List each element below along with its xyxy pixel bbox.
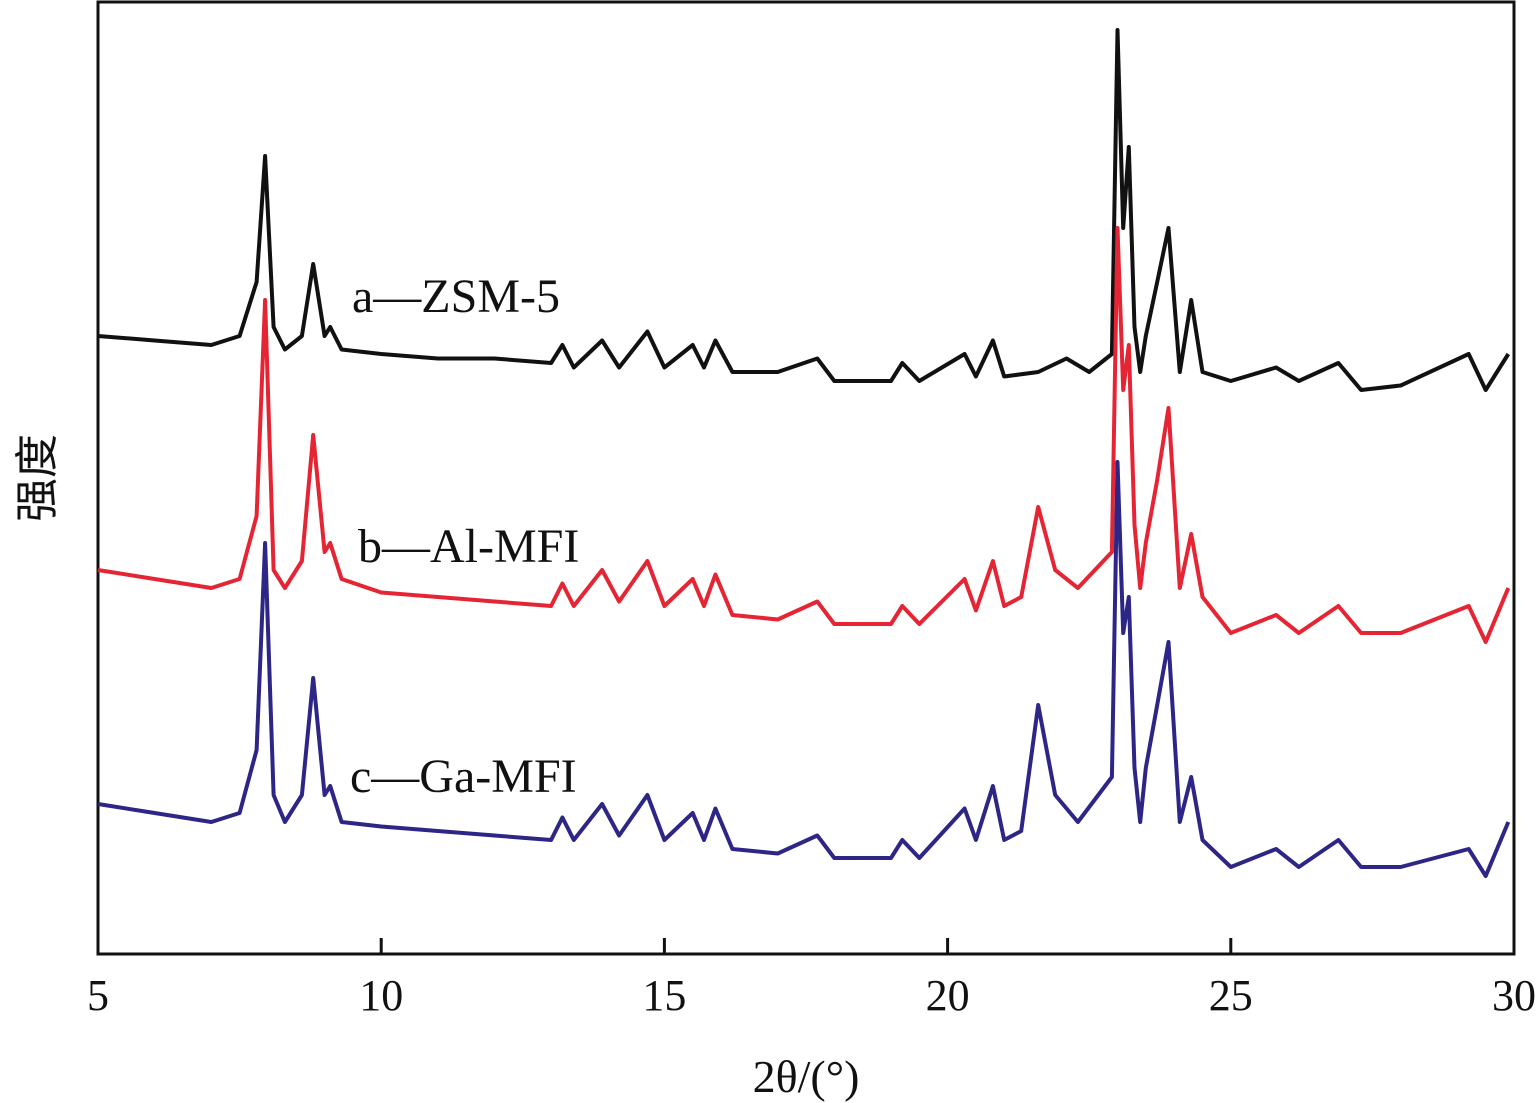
series-label-a: a—ZSM-5 [352,270,560,323]
series-lines [97,28,1511,878]
plot-frame [96,0,1516,956]
series-line-c [97,460,1511,878]
series-line-a [97,28,1510,392]
x-axis-label: 2θ/(°) [753,1051,860,1102]
x-tick-label: 30 [1492,971,1536,1020]
x-tick-label: 20 [926,971,970,1020]
y-axis-label: 强度 [12,434,63,522]
x-tick-label: 5 [87,971,109,1020]
x-tick-label: 25 [1209,971,1253,1020]
series-label-c: c—Ga-MFI [350,750,577,803]
series-label-b: b—Al-MFI [358,520,579,573]
x-tick-label: 10 [359,971,403,1020]
x-axis-ticks: 5 10 15 20 25 30 [87,938,1536,1020]
series-line-b [97,226,1511,644]
x-tick-label: 15 [642,971,686,1020]
